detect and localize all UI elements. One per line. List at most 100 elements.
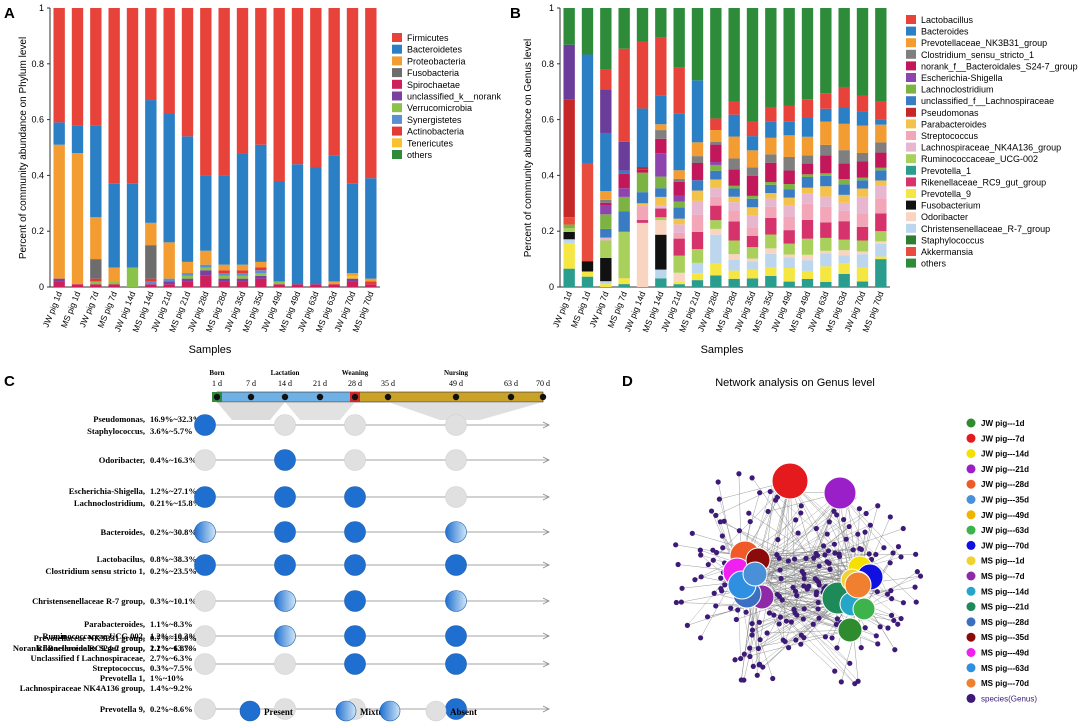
panel-b-bar-segment [563, 217, 575, 225]
network-species-node [794, 592, 800, 599]
panel-a-bar-segment [291, 164, 304, 285]
network-species-node [801, 575, 807, 582]
panel-b-bar-segment [801, 117, 814, 137]
network-edge [789, 480, 824, 593]
network-species-node [718, 575, 724, 581]
c-state-circle-absent [274, 698, 296, 720]
c-row-taxon-label: Unclassified f Lachnospiraceae, [30, 653, 145, 663]
timeline-day-dot [539, 393, 547, 401]
network-species-node [783, 618, 789, 624]
c-state-circle-present [274, 521, 296, 543]
network-species-node [678, 599, 684, 605]
network-species-node [757, 490, 763, 496]
panel-b-bar-segment [746, 247, 759, 259]
network-species-node [881, 545, 887, 551]
network-species-node [862, 529, 868, 535]
panel-b-bar-segment [691, 231, 704, 250]
network-species-node [704, 614, 711, 620]
network-species-node [747, 518, 753, 525]
panel-b-bar-segment [820, 121, 832, 145]
timeline-stage-label: Weaning [342, 369, 369, 377]
network-species-node [834, 645, 840, 651]
panel-a-bar-segment [90, 8, 102, 126]
panel-b-bar-segment [856, 111, 869, 126]
panel-a-bar-segment [108, 281, 120, 285]
network-species-node [810, 621, 816, 627]
panel-b-bar-segment [655, 37, 667, 96]
panel-b-bar-segment [710, 141, 722, 145]
c-row-taxon-label: Staphylococcus, [87, 426, 145, 436]
panel-a-bar-segment [236, 275, 249, 279]
panel-b-bar-segment [618, 141, 630, 171]
c-row-range-label: 2.7%~6.3% [150, 653, 193, 663]
panel-b-bar-segment [691, 8, 704, 81]
network-species-node [822, 634, 828, 640]
network-species-node [827, 566, 833, 572]
c-row-range-label: 1.1%~8.3% [150, 619, 193, 629]
panel-b-bar-segment [746, 278, 759, 287]
c-state-circle-present [274, 486, 296, 508]
panel-b-bar-segment [838, 123, 850, 151]
panel-a-bar-segment [236, 278, 249, 282]
network-species-node [798, 510, 804, 516]
panel-b-bar-segment [710, 275, 722, 287]
panel-b-bar-segment [673, 238, 685, 256]
network-edge [789, 480, 917, 603]
timeline-day-label: 14 d [278, 379, 292, 388]
panel-b-bar-segment [765, 193, 777, 199]
timeline-day-dot [507, 393, 515, 401]
panel-b-bar-segment [618, 284, 630, 287]
network-species-node [715, 479, 721, 485]
panel-a-bar-segment [71, 153, 84, 285]
panel-b-bar-segment [636, 203, 649, 207]
network-legend-label: MS pig---7d [981, 572, 1025, 581]
c-legend-absent-label: Absent [450, 707, 477, 717]
panel-b-bar-segment [618, 211, 630, 232]
panel-b-bar-segment [765, 8, 777, 108]
panel-a-bar-segment [71, 125, 84, 154]
network-edge [761, 563, 830, 598]
network-edge [837, 497, 848, 599]
c-row-taxon-label: Prevotella 9, [100, 704, 145, 714]
network-species-node [747, 653, 753, 660]
panel-b-bar-segment [746, 235, 759, 248]
panel-a-bar-segment [145, 284, 157, 287]
network-species-node [710, 557, 716, 563]
network-species-node [716, 496, 722, 502]
panel-a-bar-segment [145, 281, 157, 285]
network-legend-swatch [966, 433, 976, 443]
network-legend-swatch [966, 648, 976, 657]
panel-b-bar-segment [783, 257, 795, 269]
panel-b-bar-segment [746, 227, 759, 236]
network-species-node [749, 632, 755, 638]
network-edge [761, 596, 838, 620]
network-species-node [914, 569, 920, 575]
panel-b-bar-segment [710, 144, 722, 163]
c-row-range-label: 0.7%~19.6% [150, 633, 197, 643]
panel-b-legend-swatch [906, 15, 916, 24]
panel-b-bar-segment [636, 192, 649, 204]
c-row-range-label: 2.2%~13.7% [150, 643, 197, 653]
panel-a-legend-swatch [392, 68, 402, 78]
panel-b-bar-segment [875, 185, 887, 199]
c-row-arrow [542, 493, 550, 501]
panel-b-bar-segment [801, 99, 814, 118]
panel-b-legend-swatch [906, 177, 916, 187]
network-species-node [788, 619, 794, 625]
panel-b-bar-segment [856, 213, 869, 227]
panel-b-bar-segment [618, 188, 630, 197]
network-legend-label: JW pig---35d [981, 496, 1029, 505]
panel-b-legend-swatch [906, 258, 916, 268]
timeline-stage-label: Lactation [271, 369, 300, 377]
panel-a-bar-segment [236, 281, 249, 287]
panel-b-bar-segment [856, 95, 869, 112]
panel-a-bar-segment [163, 242, 175, 279]
network-legend-swatch [966, 586, 976, 596]
panel-a-bar-segment [163, 281, 175, 285]
network-species-node [719, 533, 725, 539]
panel-b-legend-label: Rikenellaceae_RC9_gut_group [921, 177, 1046, 187]
panel-b-bar-segment [600, 240, 612, 258]
panel-a-bar-segment [163, 114, 175, 243]
panel-a-bar-segment [255, 267, 267, 271]
panel-b-legend-swatch [906, 212, 916, 222]
